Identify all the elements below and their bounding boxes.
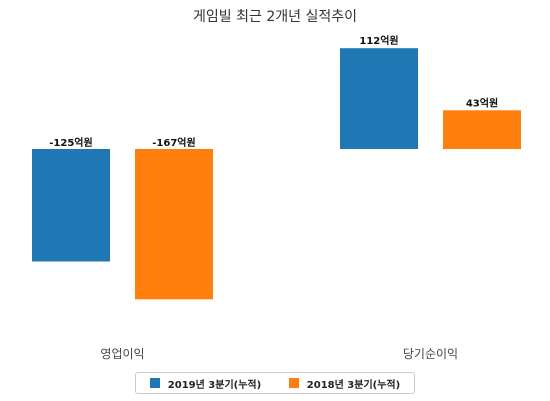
legend-item-2019: 2019년 3분기(누적): [149, 376, 262, 391]
bar-0-1: [135, 149, 213, 300]
data-label-1-1: 43억원: [466, 96, 498, 109]
legend-label-2018: 2018년 3분기(누적): [306, 379, 401, 391]
legend-swatch-2018: [288, 378, 299, 388]
chart-legend: 2019년 3분기(누적) 2018년 3분기(누적): [135, 372, 415, 394]
data-label-0-1: -167억원: [152, 136, 195, 149]
legend-swatch-2019: [149, 378, 160, 388]
chart-title: 게임빌 최근 2개년 실적추이: [193, 9, 357, 25]
data-label-0-0: -125억원: [49, 136, 92, 149]
data-label-1-0: 112억원: [359, 34, 398, 47]
bar-1-0: [340, 48, 418, 150]
bar-1-1: [443, 110, 521, 149]
bar-0-0: [32, 149, 110, 262]
category-label-1: 당기순이익: [403, 347, 458, 361]
legend-item-2018: 2018년 3분기(누적): [288, 376, 401, 391]
category-label-0: 영업이익: [100, 347, 144, 361]
legend-label-2019: 2019년 3분기(누적): [167, 379, 262, 391]
